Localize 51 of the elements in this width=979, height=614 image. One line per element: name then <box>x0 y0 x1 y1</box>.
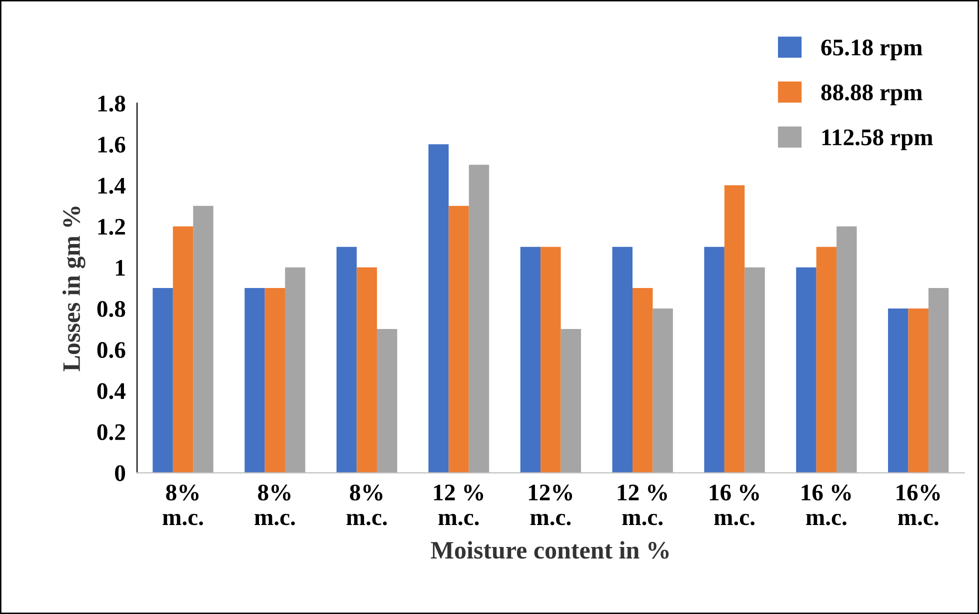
y-tick-label: 0.2 <box>97 424 125 440</box>
bar <box>724 185 745 473</box>
y-tick-label: 1.2 <box>98 218 125 235</box>
bar <box>336 246 357 473</box>
legend-label: 112.58 rpm <box>822 129 933 150</box>
x-tick-label: 12 % m.c. <box>434 484 484 526</box>
bar <box>376 329 398 473</box>
legend-label: 88.88 rpm <box>821 84 922 106</box>
x-tick-label: 16% m.c. <box>896 484 940 526</box>
y-tick-label: 0.6 <box>97 342 126 358</box>
y-tick-label: 1 <box>116 260 125 276</box>
bar <box>612 246 632 473</box>
bar <box>928 288 949 473</box>
bar <box>632 288 653 473</box>
bar <box>560 329 582 473</box>
x-tick-label: 8% m.c. <box>254 484 295 526</box>
bar <box>796 267 816 473</box>
bar <box>285 267 306 473</box>
legend-label: 65.18 rpm <box>821 40 922 60</box>
y-axis-title: Losses in gm % <box>62 206 86 372</box>
bar <box>193 206 214 473</box>
y-tick-label: 1.6 <box>98 136 126 153</box>
y-tick-label: 0 <box>115 465 126 482</box>
y-tick-label: 1.8 <box>98 96 126 112</box>
x-tick-label: 12% m.c. <box>528 484 572 526</box>
bar <box>908 308 928 473</box>
bar <box>172 226 194 473</box>
x-tick-label: 8% m.c. <box>346 484 387 526</box>
x-tick-label: 16 % m.c. <box>802 484 851 526</box>
bar <box>152 288 173 473</box>
bar <box>836 226 857 473</box>
bar <box>520 246 541 473</box>
x-tick-label: 8% m.c. <box>162 484 203 526</box>
x-tick-label: 12 % m.c. <box>618 484 667 526</box>
bar <box>540 246 561 473</box>
bar <box>888 308 908 473</box>
y-tick-label: 0.8 <box>97 300 126 318</box>
y-tick-label: 0.4 <box>97 383 126 400</box>
bar <box>816 246 837 473</box>
bar <box>744 267 765 473</box>
bar <box>356 267 377 473</box>
bar <box>264 288 286 473</box>
bar <box>428 144 449 473</box>
bar <box>704 246 724 473</box>
bar <box>448 206 469 473</box>
bar <box>468 164 490 473</box>
bar <box>652 308 673 473</box>
x-tick-label: 16 % m.c. <box>710 484 759 526</box>
bar <box>244 288 265 473</box>
y-tick-label: 1.4 <box>98 178 126 194</box>
x-axis-title: Moisture content in % <box>430 541 669 559</box>
